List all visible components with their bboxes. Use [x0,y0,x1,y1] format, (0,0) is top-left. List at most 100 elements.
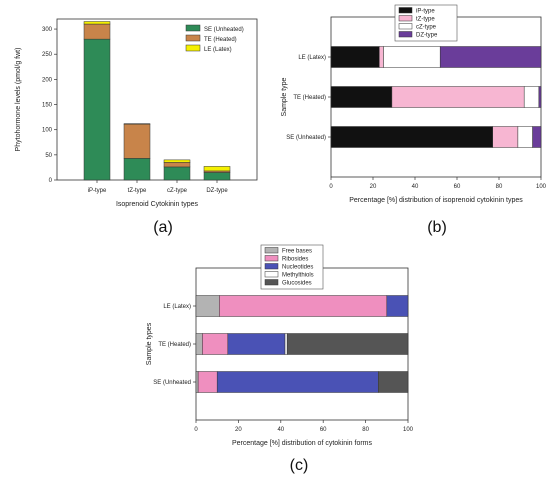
bar-segment [330,126,493,148]
y-tick-label: LE (Latex) [163,304,191,310]
x-tick-label: DZ-type [206,188,228,194]
panel-label: (a) [153,219,173,236]
panel-label: (c) [290,457,309,474]
legend-label: Methylthiols [282,273,314,279]
legend-label: DZ-type [416,33,438,39]
x-axis-label: Percentage [%] distribution of isoprenoi… [349,197,523,204]
legend-swatch [264,255,279,262]
x-tick-label: 80 [496,184,503,190]
legend-label: Free bases [282,249,312,255]
x-tick-label: 20 [235,427,242,433]
bar-segment [197,371,218,393]
x-tick-label: tZ-type [128,188,147,194]
panel-a: 0 50 100 150 200 250 300 iP-type tZ-type cZ-type D… [15,18,258,236]
x-tick-label: 60 [320,427,327,433]
legend-label: TE (Heated) [204,37,237,43]
legend-swatch [398,31,413,38]
x-tick-label: iP-type [88,188,107,194]
bar-segment [284,333,288,355]
panel-c: 0 20 40 60 80 100 SE (Unheated TE (Heated) LE (L… [146,244,414,474]
y-tick-label: 50 [45,153,52,159]
legend-label: cZ-type [416,25,437,31]
bar-segment [195,371,199,393]
y-tick-label: SE (Unheated) [286,135,326,141]
y-tick-label: TE (Heated) [158,342,191,348]
y-tick-label: 150 [42,103,53,109]
bar-segment [391,86,525,108]
y-tick-label: LE (Latex) [298,55,326,61]
legend-swatch [398,23,413,30]
bar-segment [492,126,519,148]
x-tick-label: 0 [329,184,333,190]
bar-segment [523,86,540,108]
legend-label: tZ-type [416,17,435,23]
legend-swatch [264,271,279,278]
x-tick-label: 20 [370,184,377,190]
panel-b: 0 20 40 60 80 100 SE (Unheated) TE (Heated) LE (… [281,4,547,236]
y-axis-label: Sample type [281,77,288,116]
bar-segment [538,86,542,108]
bar-segment [123,123,151,159]
legend-swatch [264,263,279,270]
x-axis-label: Isoprenoid Cytokinin types [116,201,199,208]
y-tick-label: 100 [42,128,53,134]
bar-segment [227,333,286,355]
bar-segment [517,126,533,148]
x-tick-label: cZ-type [167,188,188,194]
bar-segment [330,86,393,108]
x-tick-label: 60 [454,184,461,190]
y-tick-label: 0 [49,178,53,184]
legend-swatch [185,44,201,52]
x-tick-label: 80 [362,427,369,433]
bar-segment [195,333,203,355]
y-tick-label: 300 [42,27,53,33]
bar-segment [83,38,111,181]
y-axis-label: Sample types [146,322,153,365]
legend-swatch [185,34,201,42]
bar-segment [123,158,151,181]
bar-segment [383,46,441,68]
bar-segment [203,172,231,181]
bar-segment [378,371,409,393]
legend-swatch [398,15,413,22]
x-tick-label: 100 [536,184,547,190]
bar-segment [386,295,409,317]
legend-swatch [185,24,201,32]
bar-segment [219,295,388,317]
bar-segment [83,23,111,40]
legend-label: Nucleotides [282,265,313,271]
y-tick-label: SE (Unheated [153,380,191,386]
bar-segment [83,21,111,25]
legend-label: Ribosides [282,257,308,263]
bar-segment [216,371,379,393]
bar-segment [163,159,191,163]
y-tick-label: 200 [42,77,53,83]
y-tick-label: 250 [42,52,53,58]
x-tick-label: 40 [412,184,419,190]
y-axis-label: Phytohormone levels (pmol/g fwt) [15,48,22,152]
panel-label: (b) [427,219,447,236]
bar-segment [123,123,151,125]
legend-label: Glucosides [282,281,312,287]
bar-segment [532,126,542,148]
bar-segment [286,333,409,355]
plot-frame [56,18,258,181]
x-tick-label: 40 [277,427,284,433]
x-tick-label: 100 [403,427,414,433]
bar-segment [379,46,384,68]
x-axis-label: Percentage [%] distribution of cytokinin… [232,440,373,447]
legend-label: SE (Unheated) [204,27,244,33]
bar-segment [163,166,191,181]
bar-segment [203,166,231,172]
legend-swatch [264,279,279,286]
legend-label: LE (Latex) [204,47,232,53]
legend-swatch [264,247,279,254]
bar-segment [439,46,542,68]
bar-segment [330,46,380,68]
x-tick-label: 0 [194,427,198,433]
bar-segment [195,295,220,317]
bar-segment [202,333,229,355]
bar-segment [163,162,191,168]
legend-label: iP-type [416,9,435,15]
